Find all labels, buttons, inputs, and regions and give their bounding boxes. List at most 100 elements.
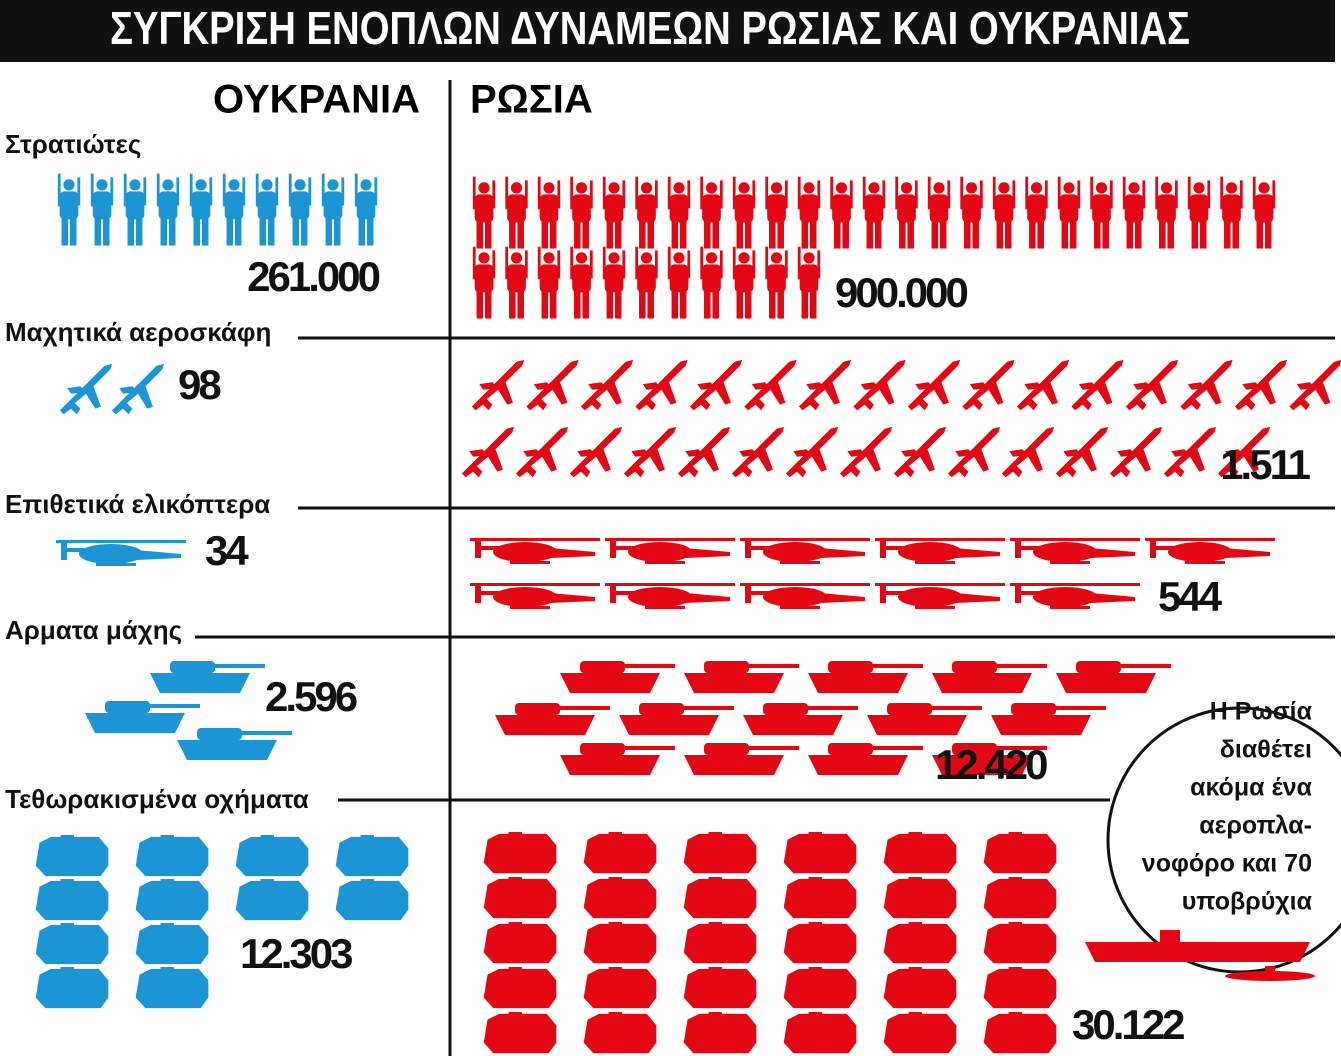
tank-icon (560, 743, 675, 775)
soldier-icon (288, 173, 312, 246)
tank-icon (684, 743, 799, 775)
jet-icon (744, 359, 797, 411)
note-line: ακόμα ένα (1190, 774, 1313, 802)
apc-icon (883, 922, 957, 964)
soldier-icon (602, 246, 626, 319)
soldier-icon (570, 176, 593, 249)
soldier-icon (537, 176, 561, 249)
ukraine-value: 34 (205, 527, 249, 574)
tank-icon (808, 743, 923, 775)
heli-icon (740, 538, 870, 564)
apc-icon (783, 922, 857, 964)
heli-icon (1010, 538, 1140, 564)
soldier-icon (700, 246, 723, 319)
jet-icon (569, 426, 623, 478)
apc-icon (783, 1012, 857, 1054)
tank-icon (495, 703, 610, 735)
apc-icon (683, 877, 757, 919)
apc-icon (683, 967, 757, 1009)
soldier-icon (255, 173, 279, 246)
apc-icon (783, 877, 857, 919)
soldier-icon (472, 176, 496, 249)
heli-icon (740, 583, 870, 609)
soldier-icon (732, 246, 756, 319)
apc-icon (583, 922, 657, 964)
apc-icon (983, 877, 1057, 919)
soldier-icon (992, 176, 1016, 249)
apc-icon (135, 879, 209, 921)
soldier-icon (1057, 176, 1081, 249)
soldier-icon (895, 176, 918, 249)
jet-icon (59, 363, 113, 415)
ukraine-value: 12.303 (240, 930, 352, 977)
jet-icon (1016, 359, 1070, 411)
apc-icon (783, 967, 857, 1009)
soldier-icon (505, 176, 528, 249)
soldier-icon (602, 176, 626, 249)
jet-icon (907, 359, 961, 411)
apc-icon (335, 879, 409, 921)
tank-icon (85, 701, 200, 733)
jet-icon (471, 359, 525, 411)
tank-icon (1056, 661, 1171, 693)
jet-icon (1180, 359, 1233, 411)
apc-icon (483, 967, 557, 1009)
soldier-icon (797, 246, 821, 319)
apc-icon (335, 835, 409, 877)
jet-icon (1071, 359, 1124, 411)
jet-icon (635, 359, 688, 411)
apc-icon (583, 877, 657, 919)
apc-icon (35, 835, 109, 877)
jet-icon (947, 426, 1001, 478)
apc-icon (583, 832, 657, 874)
jet-icon (731, 426, 785, 478)
apc-icon (883, 1012, 957, 1054)
soldier-icon (570, 246, 593, 319)
heli-icon (605, 583, 735, 609)
soldier-icon (667, 246, 691, 319)
soldier-icon (321, 173, 345, 246)
russia-value: 900.000 (835, 269, 967, 316)
note-line: διαθέτει (1220, 736, 1312, 764)
soldier-icon (960, 176, 983, 249)
apc-icon (483, 832, 557, 874)
soldier-icon (537, 246, 561, 319)
apc-icon (35, 879, 109, 921)
apc-icon (235, 835, 309, 877)
apc-icon (583, 967, 657, 1009)
ukraine-value: 98 (178, 361, 221, 408)
tank-icon (743, 703, 858, 735)
jet-icon (689, 359, 743, 411)
row-label: Αρματα μάχης (5, 615, 182, 645)
tank-icon (684, 661, 799, 693)
ukraine-value: 2.596 (265, 673, 357, 720)
apc-icon (983, 1012, 1057, 1054)
russia-value: 544 (1158, 573, 1223, 620)
apc-icon (783, 832, 857, 874)
apc-icon (883, 877, 957, 919)
tank-icon (867, 703, 982, 735)
soldier-icon (830, 176, 853, 249)
apc-icon (135, 967, 209, 1009)
heli-icon (1145, 538, 1275, 564)
jet-icon (526, 359, 579, 411)
row-label: Στρατιώτες (5, 129, 141, 159)
tank-icon (619, 703, 734, 735)
title: ΣΥΓΚΡΙΣΗ ΕΝΟΠΛΩΝ ΔΥΝΑΜΕΩΝ ΡΩΣΙΑΣ ΚΑΙ ΟΥΚ… (110, 2, 1190, 54)
apc-icon (483, 1012, 557, 1054)
soldier-icon (732, 176, 756, 249)
jet-icon (893, 426, 947, 478)
apc-icon (483, 877, 557, 919)
jet-icon (1125, 359, 1179, 411)
jet-icon (1001, 426, 1055, 478)
soldier-icon (1187, 176, 1211, 249)
carrier-tower (1160, 930, 1180, 942)
soldier-icon (797, 176, 821, 249)
heli-icon (875, 583, 1005, 609)
apc-icon (683, 922, 757, 964)
soldier-icon (862, 176, 886, 249)
soldier-icon (635, 246, 658, 319)
tank-icon (560, 661, 675, 693)
note-circle (1106, 706, 1341, 974)
